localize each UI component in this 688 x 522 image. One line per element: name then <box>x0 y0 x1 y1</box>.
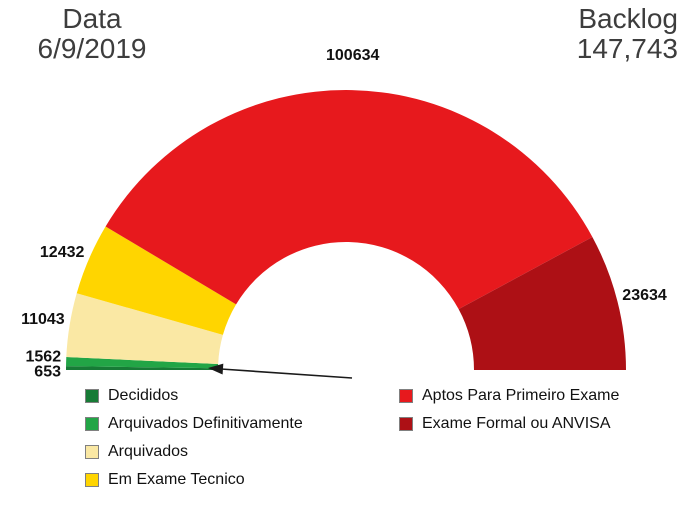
segment-aptos-para-primeiro-exame <box>105 89 593 310</box>
value-label-arquivados-definitivamente: 1562 <box>26 348 62 365</box>
value-label-em-exame-tecnico: 12432 <box>40 244 85 261</box>
segment-decididos <box>66 366 219 370</box>
legend-item-decididos: Decididos <box>85 386 385 406</box>
legend-column-left: Decididos Arquivados Definitivamente Arqui… <box>85 386 385 490</box>
value-label-aptos-para-primeiro-exame: 100634 <box>326 47 379 64</box>
segment-arquivados-definitivamente <box>66 357 219 369</box>
chart-legend: Decididos Arquivados Definitivamente Arqui… <box>0 386 688 490</box>
date-value: 6/9/2019 <box>37 32 147 64</box>
backlog-label: Backlog <box>578 3 678 34</box>
legend-item-exame-formal-ou-anvisa: Exame Formal ou ANVISA <box>399 414 619 434</box>
legend-swatch-icon <box>85 417 99 431</box>
annotation-arrow-head-icon <box>208 363 224 375</box>
legend-swatch-icon <box>85 389 99 403</box>
legend-label: Exame Formal ou ANVISA <box>422 415 611 432</box>
legend-item-em-exame-tecnico: Em Exame Tecnico <box>85 470 385 490</box>
value-label-decididos: 653 <box>34 363 61 380</box>
legend-label: Decididos <box>108 387 179 404</box>
value-label-arquivados: 11043 <box>21 311 65 328</box>
segment-exame-formal-ou-anvisa <box>458 236 626 370</box>
legend-item-arquivados-definitivamente: Arquivados Definitivamente <box>85 414 385 434</box>
date-label: Data <box>62 3 122 34</box>
legend-column-right: Aptos Para Primeiro Exame Exame Formal ou… <box>399 386 619 490</box>
legend-item-arquivados: Arquivados <box>85 442 385 462</box>
legend-label: Arquivados Definitivamente <box>108 415 303 432</box>
backlog-value: 147,743 <box>576 32 678 64</box>
backlog-block: Backlog 147,743 <box>518 4 678 63</box>
legend-label: Aptos Para Primeiro Exame <box>422 387 620 404</box>
segment-em-exame-tecnico <box>76 226 237 335</box>
annotation-arrow-line <box>220 368 353 379</box>
legend-swatch-icon <box>399 389 413 403</box>
date-block: Data 6/9/2019 <box>16 4 168 63</box>
legend-item-aptos-para-primeiro-exame: Aptos Para Primeiro Exame <box>399 386 619 406</box>
legend-swatch-icon <box>85 473 99 487</box>
legend-label: Em Exame Tecnico <box>108 471 245 488</box>
value-label-exame-formal-ou-anvisa: 23634 <box>622 287 667 304</box>
legend-label: Arquivados <box>108 443 189 460</box>
segment-arquivados <box>66 293 223 365</box>
legend-swatch-icon <box>399 417 413 431</box>
legend-swatch-icon <box>85 445 99 459</box>
